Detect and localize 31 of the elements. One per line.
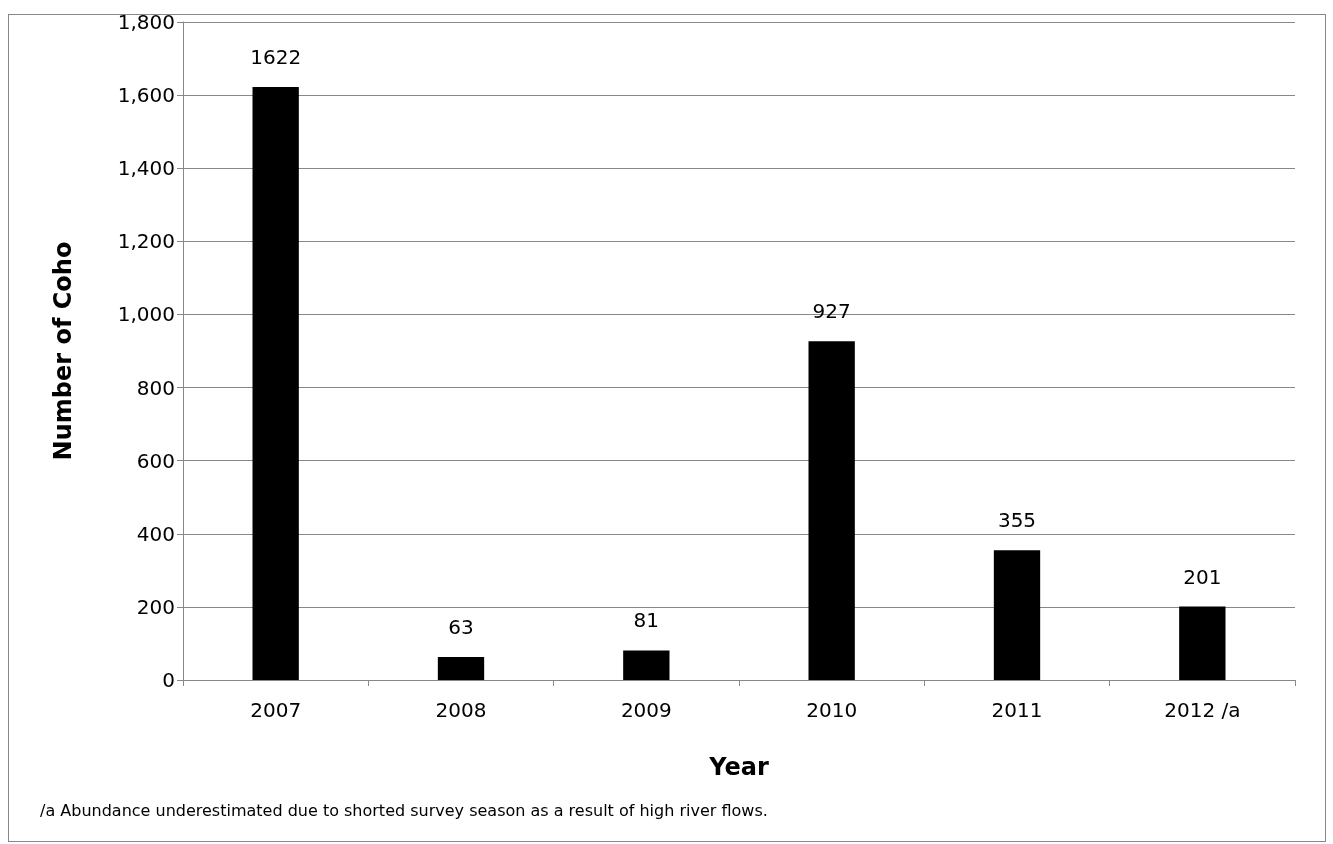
y-axis-title: Number of Coho xyxy=(49,241,77,461)
x-tick-label: 2012 /a xyxy=(1164,698,1241,722)
data-label: 81 xyxy=(633,608,660,633)
x-tick-label: 2008 xyxy=(435,698,487,722)
data-label: 1622 xyxy=(250,45,302,70)
y-tick-label: 1,800 xyxy=(117,10,175,34)
y-tick-label: 1,400 xyxy=(117,156,175,181)
y-tick-label: 400 xyxy=(136,521,175,546)
y-tick-label: 1,200 xyxy=(117,229,175,254)
bar xyxy=(808,341,855,680)
y-tick-label: 800 xyxy=(136,375,175,400)
y-tick-label: 0 xyxy=(162,668,175,692)
x-tick-label: 2010 xyxy=(806,698,858,722)
text: /a Abundance underestimated due to shorted survey season as a result of high river flows. xyxy=(40,801,768,820)
y-tick-label: 600 xyxy=(136,448,175,473)
data-label: 355 xyxy=(997,508,1037,533)
x-tick-label: 2009 xyxy=(620,698,672,722)
bar xyxy=(993,550,1041,680)
x-tick-label: 2011 xyxy=(991,698,1043,722)
y-tick-label: 200 xyxy=(136,594,175,619)
x-tick-label: 2007 xyxy=(250,698,302,722)
data-label: 63 xyxy=(448,614,474,639)
bar xyxy=(623,650,670,680)
bar xyxy=(437,656,485,680)
data-label: 201 xyxy=(1183,564,1222,589)
data-label: 927 xyxy=(812,299,851,324)
y-tick-label: 1,600 xyxy=(117,83,175,108)
bar xyxy=(1179,606,1226,680)
y-tick-label: 1,000 xyxy=(117,302,175,327)
x-axis-title: Year xyxy=(708,753,769,781)
bar xyxy=(252,87,299,680)
